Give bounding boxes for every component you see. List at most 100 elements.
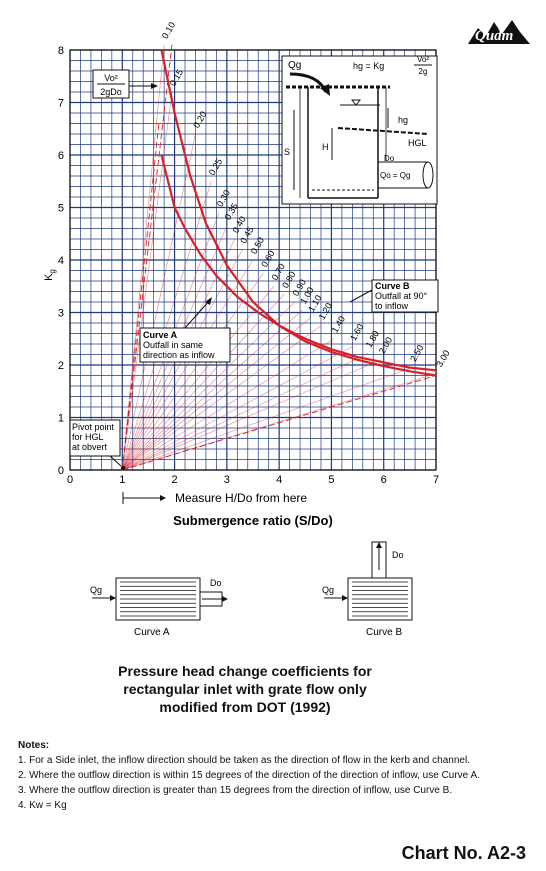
svg-text:Curve A: Curve A bbox=[143, 330, 178, 340]
figure-title: Pressure head change coefficients for re… bbox=[0, 662, 490, 716]
svg-text:Vo²: Vo² bbox=[417, 55, 429, 64]
note-item: 2. Where the outflow direction is within… bbox=[18, 770, 480, 781]
measure-note-text: Measure H/Do from here bbox=[175, 491, 307, 505]
hd-ratio-line bbox=[122, 259, 254, 471]
hd-ratio-line bbox=[122, 286, 275, 471]
y-tick-label: 7 bbox=[58, 98, 64, 110]
y-tick-label: 1 bbox=[58, 413, 64, 425]
hd-ratio-line bbox=[122, 325, 322, 471]
svg-text:Qg: Qg bbox=[288, 60, 301, 71]
hd-ratio-line bbox=[122, 359, 382, 471]
hd-ratio-line bbox=[122, 309, 303, 471]
svg-text:H: H bbox=[322, 142, 329, 152]
title-line-2: rectangular inlet with grate flow only bbox=[123, 681, 367, 697]
notes: Notes: 1. For a Side inlet, the inflow d… bbox=[18, 738, 480, 813]
y-tick-label: 4 bbox=[58, 255, 64, 267]
y-tick-label: 3 bbox=[58, 308, 64, 320]
svg-text:Qg: Qg bbox=[90, 585, 102, 595]
svg-text:direction as inflow: direction as inflow bbox=[143, 350, 215, 360]
x-tick-label: 2 bbox=[172, 474, 178, 486]
x-tick-label: 4 bbox=[276, 474, 282, 486]
y-tick-label: 2 bbox=[58, 360, 64, 372]
hd-ratio-line bbox=[121, 44, 165, 471]
hd-ratio-label: 2.50 bbox=[408, 343, 425, 363]
hd-ratio-label: 0.10 bbox=[160, 20, 177, 40]
hd-ratio-lines bbox=[121, 44, 439, 471]
svg-text:Outfall in same: Outfall in same bbox=[143, 340, 203, 350]
svg-text:S: S bbox=[284, 147, 290, 157]
x-axis-label: Submergence ratio (S/Do) bbox=[173, 513, 333, 528]
svg-text:HGL: HGL bbox=[408, 138, 427, 148]
series-line-curve-b bbox=[160, 49, 437, 377]
svg-text:to inflow: to inflow bbox=[375, 301, 409, 311]
svg-text:Do: Do bbox=[210, 578, 222, 588]
measure-note: Measure H/Do from here bbox=[122, 491, 307, 505]
svg-text:Curve B: Curve B bbox=[375, 281, 410, 291]
y-tick-label: 6 bbox=[58, 150, 64, 162]
svg-text:Do: Do bbox=[392, 550, 404, 560]
plot-frame bbox=[69, 49, 437, 471]
svg-text:Pivot point: Pivot point bbox=[72, 422, 115, 432]
hd-ratio-line bbox=[122, 272, 264, 471]
hd-ratio-label: 0.60 bbox=[259, 249, 276, 269]
hd-ratio-label: 1.40 bbox=[330, 314, 347, 334]
x-tick-label: 3 bbox=[224, 474, 230, 486]
svg-text:Vo²: Vo² bbox=[104, 73, 118, 83]
svg-text:Curve A: Curve A bbox=[134, 627, 170, 638]
hd-ratio-line bbox=[122, 367, 413, 471]
svg-text:2gDo: 2gDo bbox=[100, 87, 122, 97]
hd-ratio-line bbox=[122, 317, 311, 471]
hd-ratio-label: 3.00 bbox=[434, 348, 451, 368]
curve-a-annotation: Curve A Outfall in same direction as inf… bbox=[139, 297, 231, 363]
guide-line bbox=[121, 44, 173, 471]
title-line-3: modified from DOT (1992) bbox=[159, 699, 331, 715]
inlet-sketches: Qg Do Curve A Qg Do Curve B bbox=[90, 541, 413, 638]
hd-ratio-line bbox=[122, 353, 369, 471]
note-item: 1. For a Side inlet, the inflow directio… bbox=[18, 755, 470, 766]
svg-text:hg = Kg: hg = Kg bbox=[353, 61, 384, 71]
y-tick-label: 5 bbox=[58, 203, 64, 215]
svg-text:for HGL: for HGL bbox=[72, 432, 104, 442]
hd-ratio-line bbox=[121, 181, 212, 471]
x-tick-label: 7 bbox=[433, 474, 439, 486]
x-tick-label: 1 bbox=[119, 474, 125, 486]
svg-text:Curve B: Curve B bbox=[366, 627, 402, 638]
guide-line bbox=[121, 123, 160, 471]
svg-text:Outfall at 90°: Outfall at 90° bbox=[375, 291, 428, 301]
svg-text:Qg: Qg bbox=[322, 585, 334, 595]
chart-number: Chart No. A2-3 bbox=[401, 843, 526, 863]
x-tick-label: 6 bbox=[381, 474, 387, 486]
svg-text:2g: 2g bbox=[419, 67, 428, 76]
hd-ratio-label: 0.15 bbox=[168, 68, 185, 88]
svg-text:Qo = Qg: Qo = Qg bbox=[380, 171, 410, 180]
notes-heading: Notes: bbox=[18, 740, 50, 751]
x-tick-label: 0 bbox=[67, 474, 73, 486]
hd-ratio-line bbox=[122, 301, 296, 471]
series-line-curve-a bbox=[160, 154, 437, 372]
svg-text:at obvert: at obvert bbox=[72, 442, 108, 452]
hd-ratio-line bbox=[122, 346, 353, 471]
inlet-curve-b: Qg Do Curve B bbox=[322, 541, 413, 638]
y-tick-label: 0 bbox=[58, 465, 64, 477]
svg-text:Do: Do bbox=[384, 154, 395, 163]
svg-text:hg: hg bbox=[398, 115, 408, 125]
curve-series bbox=[160, 49, 437, 377]
x-tick-label: 5 bbox=[328, 474, 334, 486]
note-item: 3. Where the outflow direction is greate… bbox=[18, 785, 453, 796]
hd-ratio-label: 0.50 bbox=[249, 236, 266, 256]
y-tick-label: 8 bbox=[58, 45, 64, 57]
hd-ratio-label: 0.25 bbox=[207, 157, 224, 177]
curve-b-annotation: Curve B Outfall at 90° to inflow bbox=[349, 279, 439, 313]
inlet-section-diagram: Qg hg = Kg Vo² 2g hg HGL H S Do Qo = Qg bbox=[281, 55, 438, 205]
hd-ratio-line bbox=[122, 293, 285, 471]
hd-ratio-line bbox=[122, 372, 439, 471]
pivot-annotation: Pivot point for HGL at obvert bbox=[69, 419, 125, 470]
axis-tick-labels: 0 1 2 3 4 5 6 7 0 1 2 3 4 5 6 7 8 bbox=[58, 45, 439, 486]
inlet-curve-a: Qg Do Curve A bbox=[90, 577, 228, 638]
qudm-logo: Qudm bbox=[468, 20, 530, 44]
logo-text: Qudm bbox=[475, 28, 513, 44]
hd-ratio-line bbox=[122, 338, 335, 471]
note-item: 4. Kw = Kg bbox=[18, 800, 67, 811]
hd-ratio-label: 2.00 bbox=[377, 335, 394, 355]
